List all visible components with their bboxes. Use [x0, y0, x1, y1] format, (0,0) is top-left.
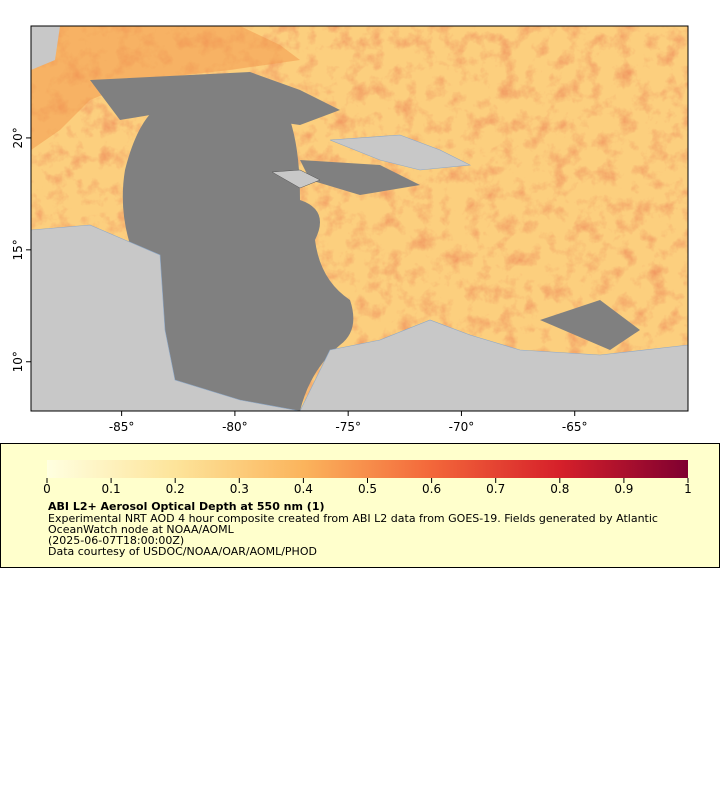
colorbar-tick-label: 0.6 [422, 482, 441, 496]
land [299, 319, 688, 411]
legend-line: OceanWatch node at NOAA/AOML [48, 523, 235, 536]
y-tick-label: 10° [11, 351, 25, 372]
x-tick-label: -70° [449, 420, 475, 434]
map-image [31, 26, 688, 411]
x-tick-label: -65° [562, 420, 588, 434]
legend-line: Experimental NRT AOD 4 hour composite cr… [48, 512, 658, 525]
colorbar-tick-label: 0.5 [358, 482, 377, 496]
colorbar-tick-label: 0 [43, 482, 51, 496]
colorbar-tick-label: 0.2 [166, 482, 185, 496]
aerosol-patch [31, 26, 300, 150]
x-tick-label: -75° [335, 420, 361, 434]
colorbar-tick-label: 0.4 [294, 482, 313, 496]
colorbar-tick-label: 0.3 [230, 482, 249, 496]
colorbar [47, 460, 688, 478]
colorbar-tick-label: 0.8 [550, 482, 569, 496]
cloud-mask [540, 300, 640, 350]
cloud-mask [300, 160, 420, 195]
cloud-mask [90, 72, 340, 125]
legend-title: ABI L2+ Aerosol Optical Depth at 550 nm … [48, 500, 325, 513]
land [31, 26, 60, 70]
land [31, 224, 301, 411]
colorbar-tick-label: 1 [684, 482, 692, 496]
legend-line: (2025-06-07T18:00:00Z) [48, 534, 184, 547]
map-frame [30, 25, 689, 412]
x-tick-label: -80° [222, 420, 248, 434]
colorbar-tick-label: 0.1 [102, 482, 121, 496]
colorbar-tick-label: 0.9 [614, 482, 633, 496]
legend-line: Data courtesy of USDOC/NOAA/OAR/AOML/PHO… [48, 545, 317, 558]
x-tick-label: -85° [109, 420, 135, 434]
colorbar-tick-label: 0.7 [486, 482, 505, 496]
y-tick-label: 15° [11, 239, 25, 260]
land [271, 169, 321, 189]
land [329, 134, 472, 171]
y-tick-label: 20° [11, 127, 25, 148]
